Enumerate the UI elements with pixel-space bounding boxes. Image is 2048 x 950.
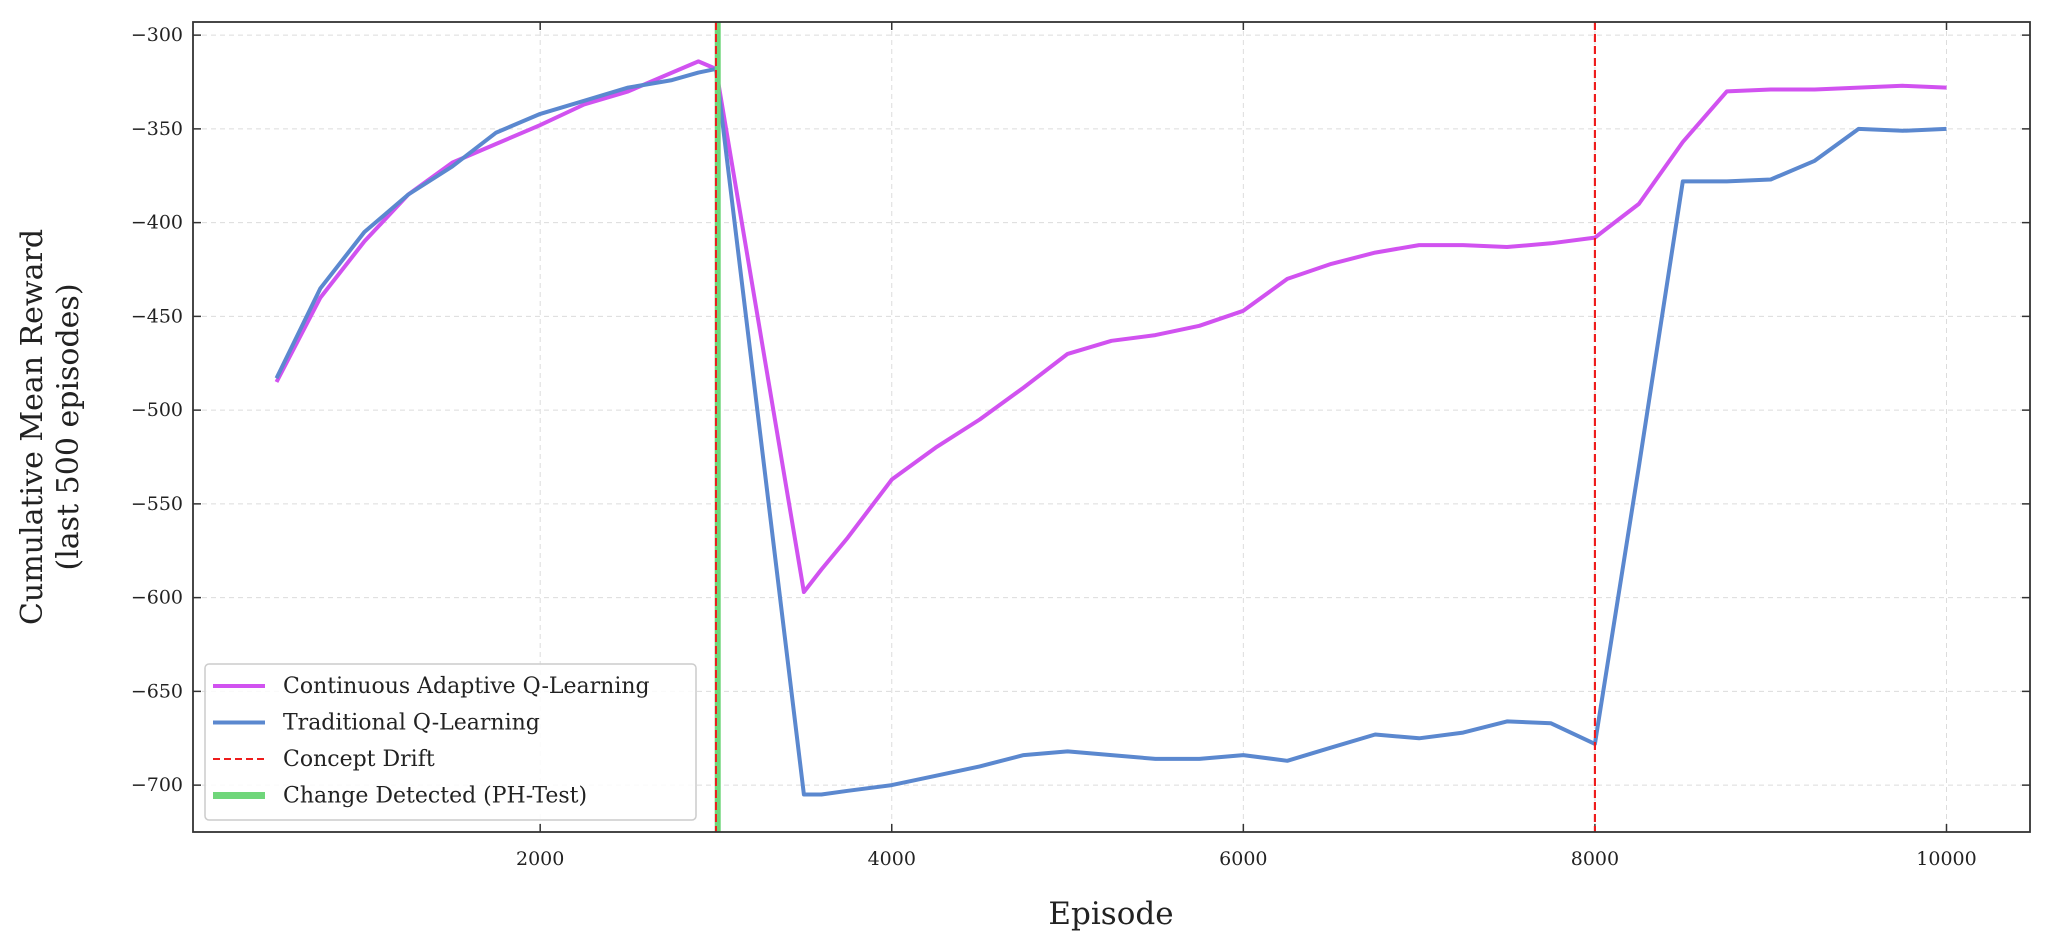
y-tick-label: −450 [131,305,183,327]
y-tick-label: −650 [131,680,183,702]
legend-box [204,663,697,821]
y-axis-label: Cumulative Mean Reward [15,229,50,625]
y-tick-label: −600 [131,587,183,609]
legend: Continuous Adaptive Q-Learning Traditiona… [204,663,697,821]
series-line [274,59,1947,594]
legend-label: Concept Drift [283,747,435,772]
x-tick-label: 8000 [1571,848,1619,870]
x-tick-label: 2000 [516,848,564,870]
plot-frame [192,21,2031,833]
legend-label: Continuous Adaptive Q-Learning [283,674,650,699]
legend-label: Change Detected (PH-Test) [283,784,587,809]
x-tick-label: 6000 [1219,848,1267,870]
x-tick-label: 10000 [1916,848,1976,870]
legend-label: Traditional Q-Learning [283,711,540,736]
y-tick-label: −500 [131,399,183,421]
y-tick-label: −400 [131,212,183,234]
y-tick-label: −300 [131,24,183,46]
x-axis-label: Episode [1048,896,1173,932]
series-line [274,66,1947,797]
y-tick-label: −550 [131,493,183,515]
x-tick-label: 4000 [868,848,916,870]
y-tick-label: −700 [131,774,183,796]
y-tick-label: −350 [131,118,183,140]
y-axis-label: (last 500 episodes) [51,283,86,570]
